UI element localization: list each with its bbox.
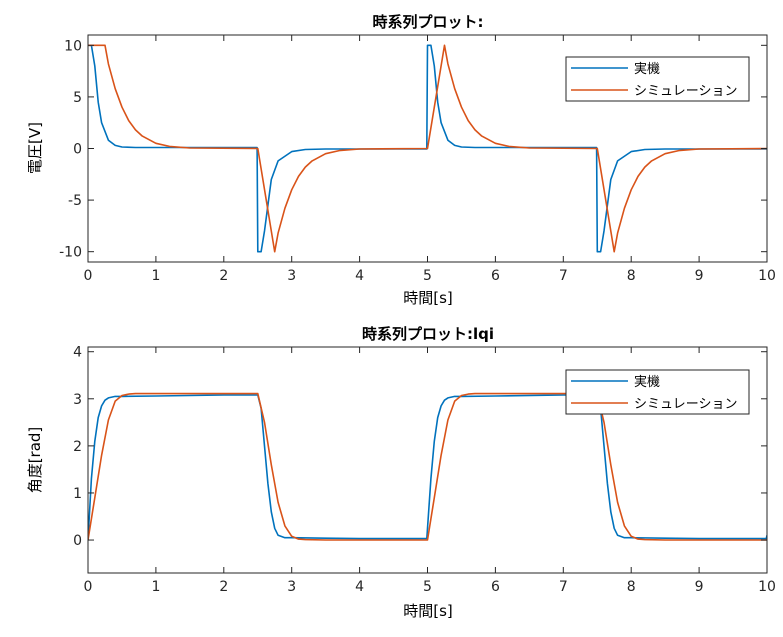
- legend-label-real: 実機: [634, 374, 660, 390]
- x-tick-label: 10: [758, 579, 776, 595]
- x-tick-label: 1: [151, 579, 160, 595]
- y-tick-label: 5: [73, 90, 82, 106]
- x-tick-label: 2: [219, 268, 228, 284]
- series-group: [88, 392, 767, 541]
- x-tick-label: 5: [423, 579, 432, 595]
- x-tick-label: 2: [219, 579, 228, 595]
- legend-box: [565, 56, 750, 102]
- angle-plot-ylabel: 角度[rad]: [26, 427, 44, 494]
- angle-plot-xlabel: 時間[s]: [403, 602, 453, 620]
- legend-label-real: 実機: [634, 61, 660, 77]
- voltage-plot-ylabel: 電圧[V]: [26, 122, 44, 174]
- angle-plot-title: 時系列プロット:lqi: [362, 325, 494, 343]
- y-tick-label: 0: [73, 142, 82, 158]
- y-tick-label: -10: [59, 245, 82, 261]
- x-tick-label: 6: [491, 579, 500, 595]
- x-tick-label: 9: [695, 579, 704, 595]
- x-tick-label: 8: [627, 268, 636, 284]
- series-line-real: [88, 44, 767, 253]
- angle-plot: 時系列プロット:lqi 0 1 2 3 4 5 6 7 8 9 10 0 1 2 3 4 時間[s] 角度[r…: [26, 325, 776, 620]
- y-tick-label: 10: [64, 38, 82, 54]
- series-line-sim: [88, 392, 767, 541]
- x-tick-label: 0: [84, 268, 93, 284]
- x-tick-label: 1: [151, 268, 160, 284]
- x-tick-label: 4: [355, 268, 364, 284]
- y-tick-label: 3: [73, 392, 82, 408]
- series-line-real: [88, 394, 767, 541]
- voltage-plot-area: 0 1 2 3 4 5 6 7 8 9 10 -10 -5 0 5 10: [59, 34, 776, 284]
- voltage-plot-legend: 実機 シミュレーション: [565, 56, 750, 102]
- x-tick-label: 0: [84, 579, 93, 595]
- x-tick-label: 4: [355, 579, 364, 595]
- x-tick-label: 3: [287, 268, 296, 284]
- voltage-plot: 時系列プロット: 0 1 2 3 4 5 6 7 8 9 10 -10 -5 0 5 10 時間[s] 電圧[…: [26, 13, 776, 307]
- angle-plot-area: 0 1 2 3 4 5 6 7 8 9 10 0 1 2 3 4: [73, 345, 776, 595]
- legend-label-sim: シミュレーション: [634, 397, 737, 412]
- x-tick-label: 10: [758, 268, 776, 284]
- x-tick-label: 7: [559, 268, 568, 284]
- voltage-plot-title: 時系列プロット:: [373, 13, 484, 31]
- y-tick-label: 1: [73, 486, 82, 502]
- y-tick-label: -5: [68, 193, 82, 209]
- x-tick-label: 5: [423, 268, 432, 284]
- y-tick-label: 2: [73, 439, 82, 455]
- x-tick-label: 7: [559, 579, 568, 595]
- y-tick-label: 4: [73, 345, 82, 361]
- x-tick-label: 9: [695, 268, 704, 284]
- angle-plot-legend: 実機 シミュレーション: [565, 369, 750, 415]
- legend-box: [565, 369, 750, 415]
- y-tick-label: 0: [73, 533, 82, 549]
- legend-label-sim: シミュレーション: [634, 84, 737, 99]
- x-tick-label: 8: [627, 579, 636, 595]
- series-line-sim: [88, 44, 767, 253]
- series-group: [88, 44, 767, 253]
- x-tick-label: 3: [287, 579, 296, 595]
- voltage-plot-xlabel: 時間[s]: [403, 289, 453, 307]
- x-tick-label: 6: [491, 268, 500, 284]
